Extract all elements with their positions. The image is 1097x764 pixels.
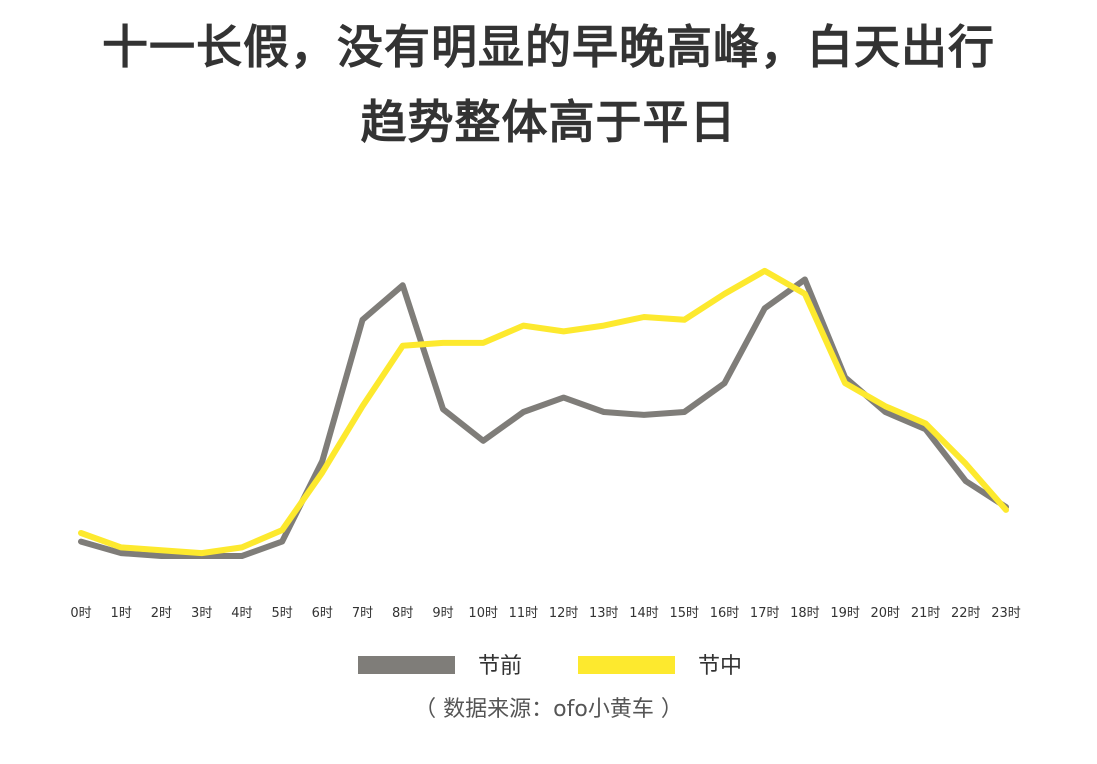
legend-swatch-before-holiday [358, 656, 455, 674]
legend-label-during-holiday: 节中 [698, 654, 742, 679]
x-tick-label: 16时 [710, 606, 740, 621]
x-tick-label: 18时 [790, 606, 820, 621]
x-tick-label: 14时 [629, 606, 659, 621]
data-source-note: （ 数据来源：ofo小黄车 ） [414, 697, 683, 722]
x-tick-label: 17时 [750, 606, 780, 621]
legend: 节前 节中 [358, 654, 742, 679]
legend-swatch-during-holiday [578, 656, 675, 674]
x-tick-label: 6时 [312, 606, 333, 621]
x-tick-label: 20时 [871, 606, 901, 621]
x-tick-label: 22时 [951, 606, 981, 621]
x-tick-label: 23时 [991, 606, 1021, 621]
x-tick-label: 9时 [432, 606, 453, 621]
x-tick-label: 8时 [392, 606, 413, 621]
x-tick-label: 13时 [589, 606, 619, 621]
series-lines [78, 267, 1009, 559]
x-tick-label: 3时 [191, 606, 212, 621]
x-tick-label: 12时 [549, 606, 579, 621]
x-tick-label: 7时 [352, 606, 373, 621]
chart-title-line-2: 趋势整体高于平日 [360, 95, 737, 149]
x-tick-label: 0时 [70, 606, 91, 621]
series-line-before-holiday [78, 276, 1009, 559]
x-tick-label: 1时 [111, 606, 132, 621]
legend-label-before-holiday: 节前 [478, 654, 522, 679]
chart-title-line-1: 十一长假，没有明显的早晚高峰，白天出行 [102, 20, 995, 74]
x-axis-tick-labels: 0时 1时 2时 3时 4时 5时 6时 7时 8时 9时 10时 11时 12时 13时 14时 15时 16… [70, 606, 1020, 621]
x-tick-label: 5时 [271, 606, 292, 621]
series-line-during-holiday [78, 267, 1009, 557]
x-tick-label: 2时 [151, 606, 172, 621]
x-tick-label: 10时 [468, 606, 498, 621]
x-tick-label: 19时 [830, 606, 860, 621]
x-tick-label: 15时 [670, 606, 700, 621]
x-tick-label: 4时 [231, 606, 252, 621]
x-tick-label: 21时 [911, 606, 941, 621]
x-tick-label: 11时 [509, 606, 539, 621]
